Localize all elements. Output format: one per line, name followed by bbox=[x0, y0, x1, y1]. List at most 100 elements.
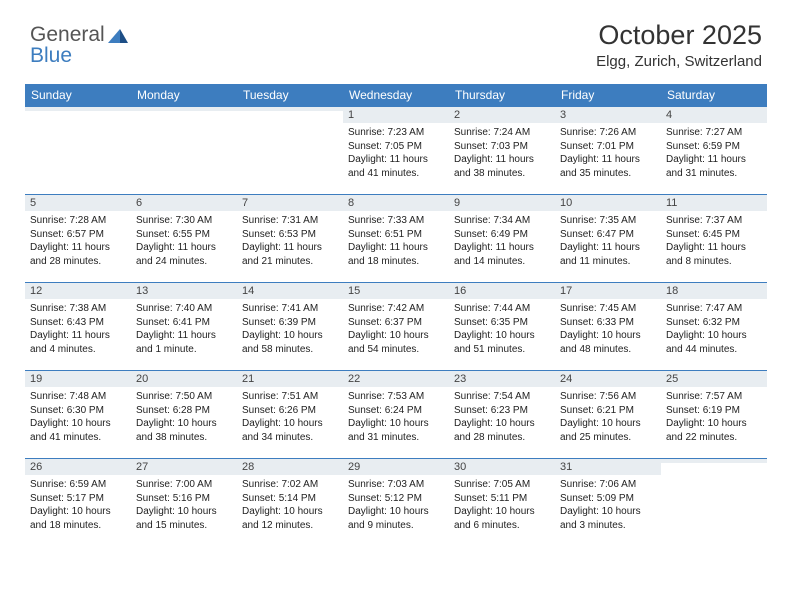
day-info-line: Sunset: 6:28 PM bbox=[136, 404, 232, 418]
day-number: 22 bbox=[343, 370, 449, 387]
day-info-line: Sunrise: 7:05 AM bbox=[454, 478, 550, 492]
day-info-line: and 24 minutes. bbox=[136, 255, 232, 269]
day-content: Sunrise: 7:51 AMSunset: 6:26 PMDaylight:… bbox=[237, 387, 343, 447]
calendar-week-row: 5Sunrise: 7:28 AMSunset: 6:57 PMDaylight… bbox=[25, 194, 767, 282]
day-content: Sunrise: 7:56 AMSunset: 6:21 PMDaylight:… bbox=[555, 387, 661, 447]
day-info-line: Sunrise: 7:26 AM bbox=[560, 126, 656, 140]
day-info-line: Sunset: 6:57 PM bbox=[30, 228, 126, 242]
day-info-line: Daylight: 11 hours bbox=[242, 241, 338, 255]
day-info-line: Sunrise: 7:06 AM bbox=[560, 478, 656, 492]
day-info-line: Sunset: 5:17 PM bbox=[30, 492, 126, 506]
calendar-day-cell: 2Sunrise: 7:24 AMSunset: 7:03 PMDaylight… bbox=[449, 106, 555, 194]
weekday-thu: Thursday bbox=[449, 84, 555, 106]
day-info-line: Sunset: 6:49 PM bbox=[454, 228, 550, 242]
day-number: 24 bbox=[555, 370, 661, 387]
day-info-line: Sunset: 6:53 PM bbox=[242, 228, 338, 242]
day-content: Sunrise: 7:50 AMSunset: 6:28 PMDaylight:… bbox=[131, 387, 237, 447]
day-info-line: Daylight: 10 hours bbox=[560, 329, 656, 343]
day-number: 11 bbox=[661, 194, 767, 211]
page-title: October 2025 bbox=[25, 20, 762, 51]
day-content: Sunrise: 7:28 AMSunset: 6:57 PMDaylight:… bbox=[25, 211, 131, 271]
day-number: 21 bbox=[237, 370, 343, 387]
calendar-day-cell: 30Sunrise: 7:05 AMSunset: 5:11 PMDayligh… bbox=[449, 458, 555, 546]
calendar-day-cell: 15Sunrise: 7:42 AMSunset: 6:37 PMDayligh… bbox=[343, 282, 449, 370]
day-info-line: Daylight: 10 hours bbox=[136, 417, 232, 431]
calendar-day-cell: 11Sunrise: 7:37 AMSunset: 6:45 PMDayligh… bbox=[661, 194, 767, 282]
day-info-line: and 12 minutes. bbox=[242, 519, 338, 533]
calendar-day-cell: 25Sunrise: 7:57 AMSunset: 6:19 PMDayligh… bbox=[661, 370, 767, 458]
day-info-line: and 51 minutes. bbox=[454, 343, 550, 357]
day-info-line: Sunrise: 7:54 AM bbox=[454, 390, 550, 404]
day-info-line: and 3 minutes. bbox=[560, 519, 656, 533]
day-number: 31 bbox=[555, 458, 661, 475]
day-content: Sunrise: 7:42 AMSunset: 6:37 PMDaylight:… bbox=[343, 299, 449, 359]
day-info-line: Sunset: 6:23 PM bbox=[454, 404, 550, 418]
day-info-line: Sunset: 6:24 PM bbox=[348, 404, 444, 418]
day-info-line: Sunset: 6:19 PM bbox=[666, 404, 762, 418]
day-content: Sunrise: 7:00 AMSunset: 5:16 PMDaylight:… bbox=[131, 475, 237, 535]
day-content: Sunrise: 7:30 AMSunset: 6:55 PMDaylight:… bbox=[131, 211, 237, 271]
day-content: Sunrise: 7:57 AMSunset: 6:19 PMDaylight:… bbox=[661, 387, 767, 447]
day-info-line: Sunset: 5:14 PM bbox=[242, 492, 338, 506]
day-info-line: Sunset: 6:41 PM bbox=[136, 316, 232, 330]
day-info-line: Daylight: 10 hours bbox=[454, 329, 550, 343]
day-info-line: Sunset: 6:21 PM bbox=[560, 404, 656, 418]
day-content: Sunrise: 7:44 AMSunset: 6:35 PMDaylight:… bbox=[449, 299, 555, 359]
day-content: Sunrise: 7:03 AMSunset: 5:12 PMDaylight:… bbox=[343, 475, 449, 535]
calendar-day-cell: 10Sunrise: 7:35 AMSunset: 6:47 PMDayligh… bbox=[555, 194, 661, 282]
day-info-line: Sunrise: 7:41 AM bbox=[242, 302, 338, 316]
day-info-line: Daylight: 10 hours bbox=[348, 505, 444, 519]
day-info-line: and 14 minutes. bbox=[454, 255, 550, 269]
calendar-day-cell: 27Sunrise: 7:00 AMSunset: 5:16 PMDayligh… bbox=[131, 458, 237, 546]
day-content: Sunrise: 7:38 AMSunset: 6:43 PMDaylight:… bbox=[25, 299, 131, 359]
day-content bbox=[25, 111, 131, 161]
day-content: Sunrise: 7:47 AMSunset: 6:32 PMDaylight:… bbox=[661, 299, 767, 359]
day-content: Sunrise: 7:33 AMSunset: 6:51 PMDaylight:… bbox=[343, 211, 449, 271]
day-number: 26 bbox=[25, 458, 131, 475]
calendar-week-row: 1Sunrise: 7:23 AMSunset: 7:05 PMDaylight… bbox=[25, 106, 767, 194]
day-number: 23 bbox=[449, 370, 555, 387]
day-info-line: and 21 minutes. bbox=[242, 255, 338, 269]
day-content: Sunrise: 7:24 AMSunset: 7:03 PMDaylight:… bbox=[449, 123, 555, 183]
day-content: Sunrise: 7:02 AMSunset: 5:14 PMDaylight:… bbox=[237, 475, 343, 535]
day-info-line: Sunrise: 7:51 AM bbox=[242, 390, 338, 404]
day-info-line: Daylight: 10 hours bbox=[666, 417, 762, 431]
day-info-line: and 15 minutes. bbox=[136, 519, 232, 533]
day-info-line: and 35 minutes. bbox=[560, 167, 656, 181]
day-number: 29 bbox=[343, 458, 449, 475]
day-info-line: Sunset: 5:11 PM bbox=[454, 492, 550, 506]
day-number: 30 bbox=[449, 458, 555, 475]
day-info-line: Daylight: 10 hours bbox=[242, 505, 338, 519]
day-number: 25 bbox=[661, 370, 767, 387]
day-info-line: Daylight: 10 hours bbox=[242, 417, 338, 431]
day-info-line: Sunrise: 7:42 AM bbox=[348, 302, 444, 316]
day-info-line: Sunset: 7:03 PM bbox=[454, 140, 550, 154]
day-info-line: Sunrise: 7:35 AM bbox=[560, 214, 656, 228]
day-info-line: and 6 minutes. bbox=[454, 519, 550, 533]
weekday-tue: Tuesday bbox=[237, 84, 343, 106]
day-info-line: Sunrise: 7:45 AM bbox=[560, 302, 656, 316]
day-info-line: Daylight: 11 hours bbox=[30, 329, 126, 343]
day-content: Sunrise: 7:54 AMSunset: 6:23 PMDaylight:… bbox=[449, 387, 555, 447]
day-info-line: Daylight: 10 hours bbox=[30, 417, 126, 431]
day-info-line: and 25 minutes. bbox=[560, 431, 656, 445]
day-info-line: Sunrise: 7:56 AM bbox=[560, 390, 656, 404]
day-info-line: Sunrise: 7:38 AM bbox=[30, 302, 126, 316]
day-info-line: Sunset: 7:01 PM bbox=[560, 140, 656, 154]
day-info-line: Daylight: 11 hours bbox=[136, 329, 232, 343]
calendar-day-cell: 12Sunrise: 7:38 AMSunset: 6:43 PMDayligh… bbox=[25, 282, 131, 370]
header: October 2025 Elgg, Zurich, Switzerland bbox=[25, 20, 767, 70]
day-info-line: and 22 minutes. bbox=[666, 431, 762, 445]
day-content: Sunrise: 7:35 AMSunset: 6:47 PMDaylight:… bbox=[555, 211, 661, 271]
calendar-day-cell: 13Sunrise: 7:40 AMSunset: 6:41 PMDayligh… bbox=[131, 282, 237, 370]
day-number: 2 bbox=[449, 106, 555, 123]
day-content bbox=[237, 111, 343, 161]
calendar-day-cell: 6Sunrise: 7:30 AMSunset: 6:55 PMDaylight… bbox=[131, 194, 237, 282]
day-content: Sunrise: 7:37 AMSunset: 6:45 PMDaylight:… bbox=[661, 211, 767, 271]
calendar-day-cell: 24Sunrise: 7:56 AMSunset: 6:21 PMDayligh… bbox=[555, 370, 661, 458]
day-info-line: Sunset: 6:32 PM bbox=[666, 316, 762, 330]
calendar-day-cell: 9Sunrise: 7:34 AMSunset: 6:49 PMDaylight… bbox=[449, 194, 555, 282]
day-info-line: Sunrise: 7:57 AM bbox=[666, 390, 762, 404]
weekday-wed: Wednesday bbox=[343, 84, 449, 106]
day-info-line: Daylight: 10 hours bbox=[30, 505, 126, 519]
